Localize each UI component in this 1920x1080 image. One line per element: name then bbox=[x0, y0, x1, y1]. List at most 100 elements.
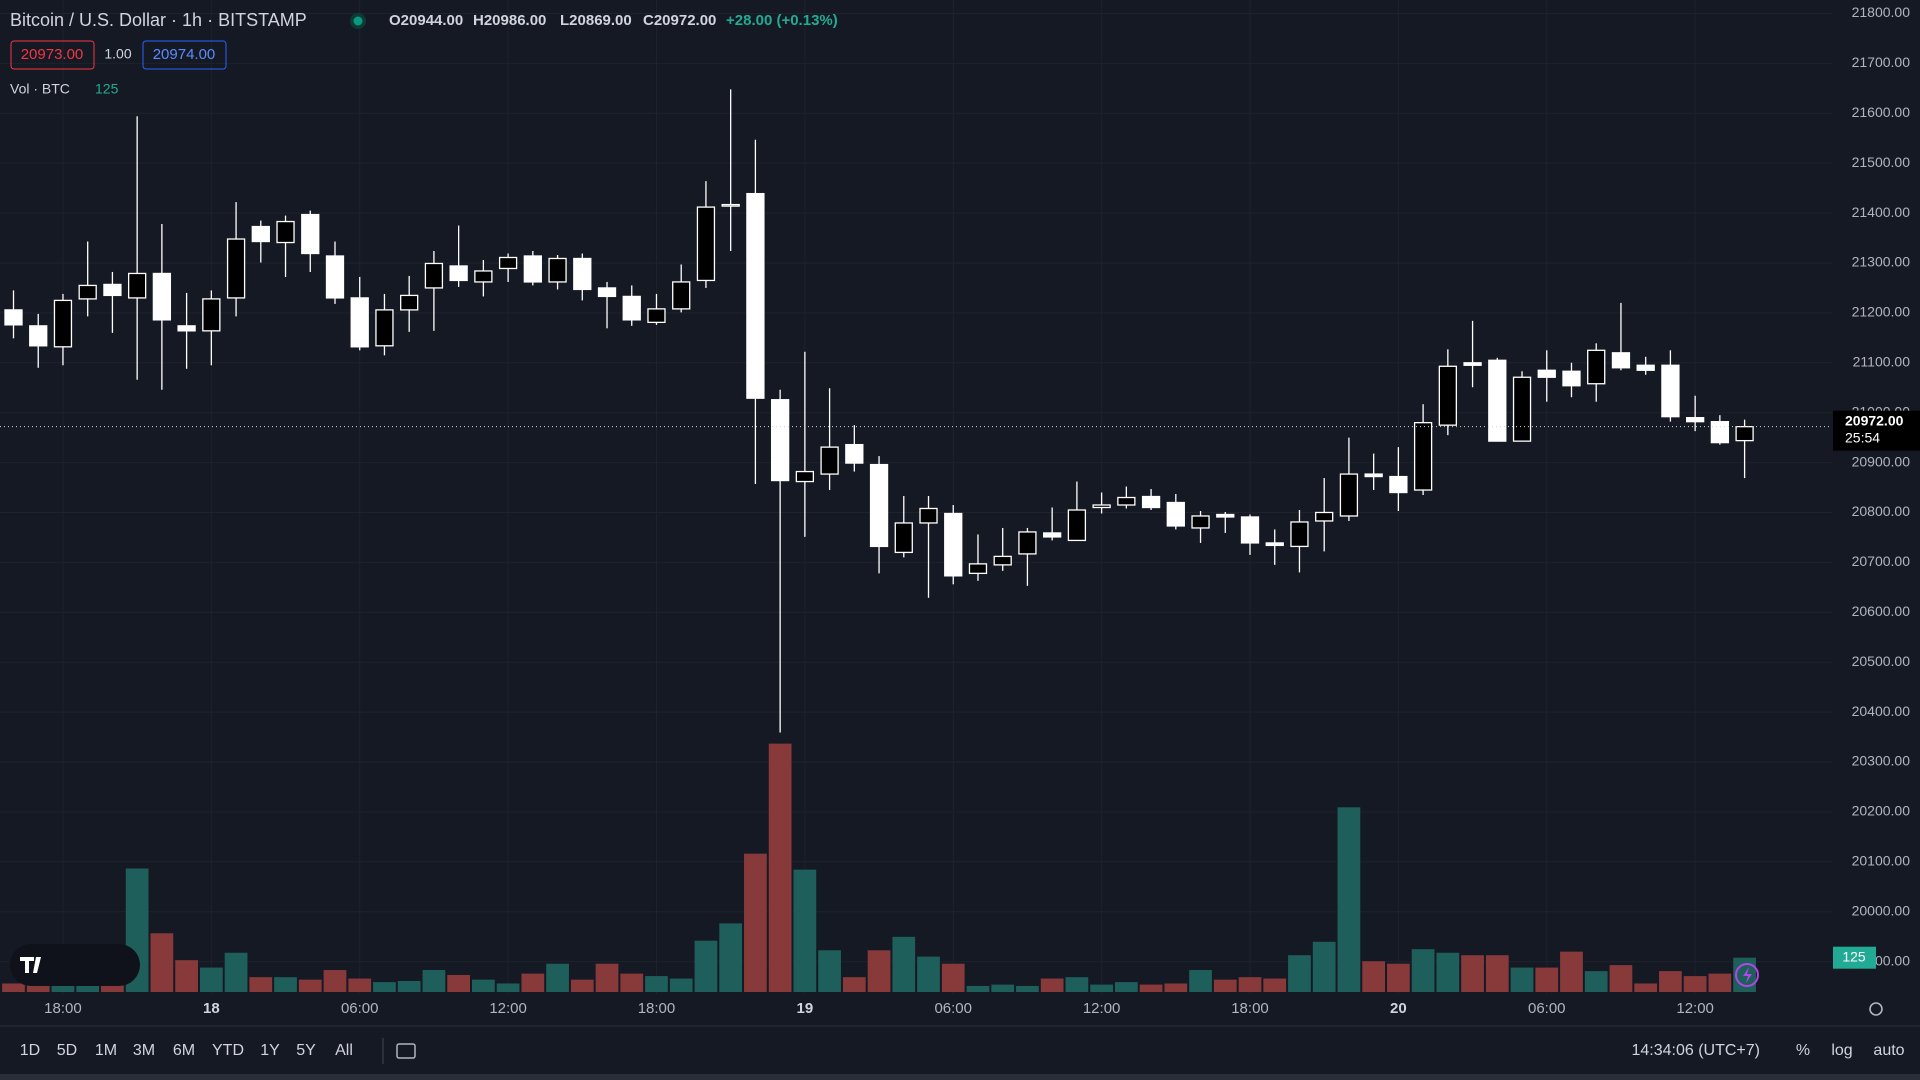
candle-body bbox=[1117, 496, 1136, 506]
candle-body bbox=[29, 325, 48, 347]
y-tick-label: 21600.00 bbox=[1852, 104, 1911, 120]
ohlc-value: +28.00 (+0.13%) bbox=[726, 12, 838, 29]
volume-bar bbox=[768, 743, 792, 992]
grid bbox=[0, 0, 1832, 994]
y-tick-label: 20600.00 bbox=[1852, 603, 1911, 619]
volume-bar bbox=[1436, 952, 1460, 992]
candle-body bbox=[1735, 426, 1754, 442]
status-dot bbox=[353, 16, 363, 26]
x-tick-label: 18:00 bbox=[1231, 1000, 1269, 1017]
volume-bar bbox=[645, 976, 668, 992]
scale-option[interactable]: auto bbox=[1873, 1042, 1904, 1059]
symbol-title: Bitcoin / U.S. Dollar · 1h · BITSTAMP bbox=[10, 10, 307, 30]
bottom-edge bbox=[0, 1074, 1920, 1080]
ask[interactable]: 20974.00 bbox=[153, 46, 216, 63]
volume-bar bbox=[472, 979, 495, 992]
volume-bar bbox=[892, 936, 916, 992]
scale-option[interactable]: log bbox=[1831, 1042, 1852, 1059]
candle-body bbox=[1315, 511, 1334, 522]
volume-title: Vol · BTC bbox=[10, 81, 70, 97]
candle-body bbox=[53, 299, 73, 348]
candle-body bbox=[869, 463, 889, 548]
alert-bolt[interactable] bbox=[1743, 967, 1752, 983]
volume-bar bbox=[1139, 984, 1163, 992]
volume-bar bbox=[199, 967, 223, 992]
volume-bar bbox=[744, 853, 767, 992]
volume-bar bbox=[26, 983, 50, 992]
scale-option[interactable]: % bbox=[1796, 1042, 1810, 1059]
volume-bar bbox=[1337, 807, 1361, 992]
candle-body bbox=[523, 255, 542, 283]
range-button[interactable]: 1Y bbox=[260, 1042, 280, 1059]
volume-bar bbox=[150, 933, 174, 992]
countdown: 25:54 bbox=[1845, 429, 1880, 445]
volume-bar bbox=[546, 963, 569, 992]
volume-bar bbox=[1411, 949, 1435, 992]
ohlc-value: C20972.00 bbox=[643, 12, 716, 29]
settings-icon[interactable] bbox=[1869, 1002, 1883, 1016]
alert-icon[interactable] bbox=[1735, 963, 1759, 987]
candle-body bbox=[301, 213, 320, 255]
y-tick-label: 20100.00 bbox=[1852, 852, 1911, 868]
clock[interactable]: 14:34:06 (UTC+7) bbox=[1631, 1042, 1760, 1059]
candle-body bbox=[1587, 349, 1606, 385]
candle-body bbox=[1166, 501, 1185, 527]
volume-bar bbox=[917, 956, 940, 992]
volume-bar bbox=[1164, 983, 1188, 992]
candle-body bbox=[721, 203, 740, 207]
candle-body bbox=[820, 446, 839, 475]
bid[interactable]: 20973.00 bbox=[21, 46, 84, 63]
volume-bar bbox=[1090, 984, 1113, 992]
volume-bar bbox=[595, 963, 619, 992]
ohlc: O20944.00 H20986.00 L20869.00 C20972.00 +28.… bbox=[389, 12, 838, 29]
range-button[interactable]: 3M bbox=[133, 1042, 155, 1059]
bid-box[interactable] bbox=[10, 40, 95, 70]
y-tick-label: 21700.00 bbox=[1852, 54, 1911, 70]
ohlc-value: L20869.00 bbox=[560, 12, 632, 29]
range-button[interactable]: YTD bbox=[212, 1042, 244, 1059]
candle-body bbox=[647, 308, 666, 324]
range-button[interactable]: 1D bbox=[20, 1042, 40, 1059]
y-tick-label: 21100.00 bbox=[1853, 353, 1911, 369]
y-tick-label: 20200.00 bbox=[1852, 803, 1911, 819]
candle-body bbox=[1339, 473, 1359, 517]
volume-bar bbox=[1189, 970, 1212, 992]
candle-body bbox=[1265, 542, 1284, 547]
range-button[interactable]: 5D bbox=[57, 1042, 77, 1059]
x-tick-label: 06:00 bbox=[934, 1000, 972, 1017]
volume-bar bbox=[669, 978, 693, 992]
volume-bar bbox=[373, 982, 396, 992]
candle-body bbox=[177, 325, 196, 332]
range-button[interactable]: All bbox=[335, 1042, 353, 1059]
volume-bar bbox=[1312, 941, 1336, 992]
volume-bar bbox=[941, 963, 965, 992]
date-range-icon[interactable] bbox=[396, 1043, 416, 1059]
volume-bar bbox=[101, 983, 124, 992]
volume-bar bbox=[1263, 978, 1287, 992]
x-tick-label: 19 bbox=[797, 1000, 814, 1017]
candle-body bbox=[400, 294, 419, 311]
volume-bar bbox=[620, 973, 644, 992]
y-tick-label: 21500.00 bbox=[1852, 154, 1911, 170]
range-button[interactable]: 5Y bbox=[296, 1042, 316, 1059]
volume-bar bbox=[867, 950, 891, 992]
x-tick-label: 12:00 bbox=[1676, 1000, 1714, 1017]
volume-bar bbox=[1485, 955, 1509, 992]
volume-bar bbox=[966, 985, 990, 992]
volume-bar bbox=[1634, 983, 1658, 992]
candle-body bbox=[1488, 359, 1507, 442]
volume-bar bbox=[2, 983, 25, 992]
candle-body bbox=[1389, 475, 1408, 494]
x-tick-label: 18:00 bbox=[638, 1000, 676, 1017]
volume-bar bbox=[447, 974, 471, 992]
volume-bar bbox=[249, 977, 273, 992]
ask-box[interactable] bbox=[142, 40, 227, 70]
range-button[interactable]: 6M bbox=[173, 1042, 195, 1059]
candle-body bbox=[127, 272, 147, 299]
candle-body bbox=[746, 192, 765, 399]
y-tick-label: 20000.00 bbox=[1852, 902, 1911, 918]
volume-bar bbox=[224, 952, 248, 992]
range-button[interactable]: 1M bbox=[95, 1042, 117, 1059]
volume-bar bbox=[397, 981, 421, 992]
